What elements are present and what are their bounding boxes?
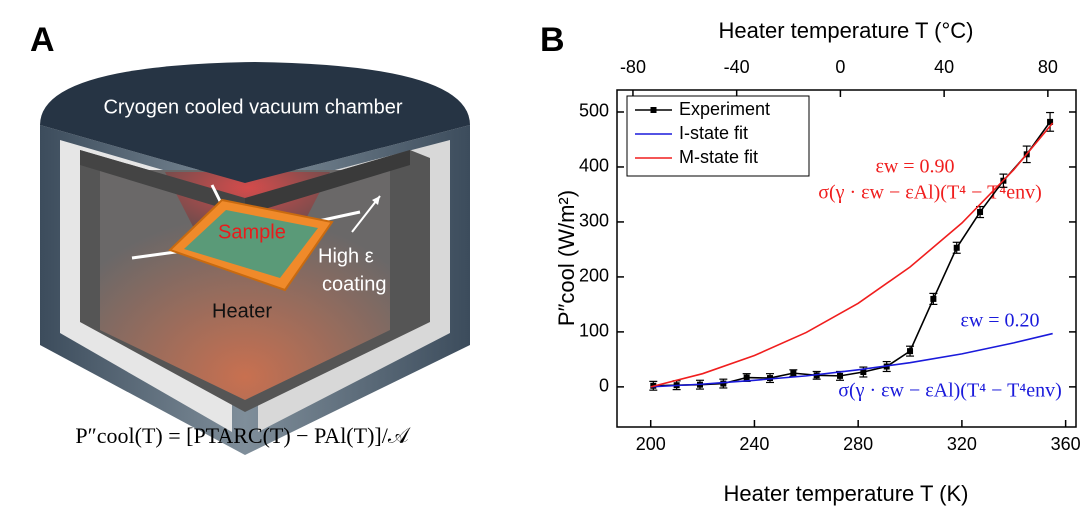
x-tick-label: 280 <box>843 434 873 454</box>
y-axis-title: P″cool (W/m²) <box>554 190 579 326</box>
series-line <box>650 332 1053 388</box>
marker <box>860 369 867 376</box>
legend-label: M-state fit <box>679 147 758 167</box>
y-tick-label: 100 <box>579 321 609 341</box>
marker <box>743 374 750 381</box>
chamber-label: Cryogen cooled vacuum chamber <box>103 96 402 118</box>
y-tick-label: 300 <box>579 211 609 231</box>
heater-label: Heater <box>212 300 272 322</box>
annotation: εw = 0.90 <box>875 156 954 178</box>
legend-label: Experiment <box>679 99 770 119</box>
x-tick-label: 360 <box>1051 434 1080 454</box>
x2-tick-label: 80 <box>1038 57 1058 77</box>
x2-tick-label: -80 <box>620 57 646 77</box>
legend-label: I-state fit <box>679 123 748 143</box>
annotation: εw = 0.20 <box>960 310 1039 332</box>
plot-frame <box>616 89 1077 428</box>
marker <box>977 209 984 216</box>
coating-label: coating <box>322 273 387 295</box>
panel-label: B <box>540 21 565 59</box>
panel-label: A <box>30 21 55 59</box>
series-line <box>650 122 1054 388</box>
annotation: σ(γ · εw − εAl)(T⁴ − T⁴env) <box>838 380 1062 402</box>
marker <box>953 244 960 251</box>
marker <box>790 370 797 377</box>
annotation: σ(γ · εw − εAl)(T⁴ − T⁴env) <box>818 182 1042 204</box>
equation: P″cool(T) = [PTARC(T) − PAl(T)]/𝒜 <box>75 423 410 448</box>
coating-label: High ε <box>318 245 374 267</box>
x-tick-label: 320 <box>947 434 977 454</box>
x-tick-label: 200 <box>636 434 666 454</box>
marker <box>1047 118 1054 125</box>
x2-axis-title: Heater temperature T (°C) <box>719 18 974 43</box>
x2-tick-label: 0 <box>835 57 845 77</box>
x2-tick-label: -40 <box>724 57 750 77</box>
y-tick-label: 400 <box>579 156 609 176</box>
y-tick-label: 0 <box>599 376 609 396</box>
y-tick-label: 200 <box>579 266 609 286</box>
x-axis-title: Heater temperature T (K) <box>724 481 969 506</box>
x-tick-label: 240 <box>739 434 769 454</box>
x2-tick-label: 40 <box>934 57 954 77</box>
legend-marker <box>650 107 657 113</box>
y-tick-label: 500 <box>579 101 609 121</box>
marker <box>907 348 914 355</box>
chamber-diagram <box>40 62 470 455</box>
sample-label: Sample <box>218 221 286 243</box>
marker <box>930 295 937 302</box>
marker <box>720 380 727 387</box>
marker <box>767 375 773 382</box>
marker <box>837 372 844 379</box>
